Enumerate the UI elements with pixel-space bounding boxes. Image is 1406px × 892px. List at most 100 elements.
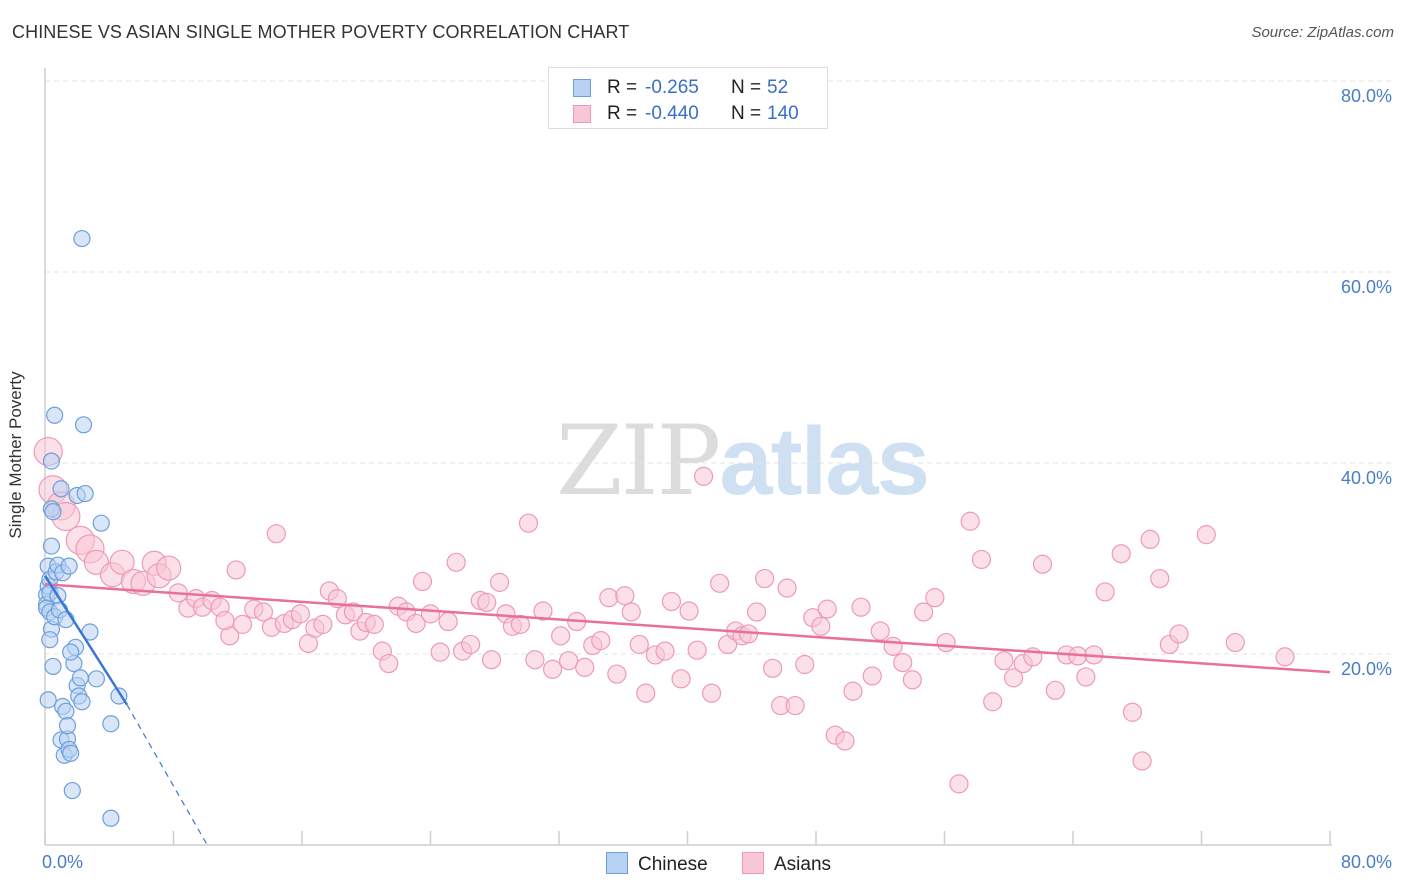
asians-point-76 (655, 641, 675, 661)
asians-point-122 (1076, 667, 1096, 687)
asians-point-113 (983, 692, 1003, 712)
asians-point-29 (290, 604, 310, 624)
asians-point-131 (1169, 624, 1189, 644)
chinese-point-16 (46, 406, 64, 424)
asians-point-90 (763, 658, 783, 678)
asians-point-44 (406, 613, 426, 634)
asians-point-45 (412, 571, 433, 592)
asians-point-53 (477, 592, 497, 613)
asians-point-105 (893, 652, 913, 673)
chinese-trend-line (43, 575, 128, 706)
trend-lines (43, 575, 1331, 846)
asians-point-101 (851, 597, 871, 617)
asians-point-71 (615, 586, 635, 606)
chinese-point-3 (39, 691, 57, 709)
asians-point-80 (687, 640, 707, 660)
gridlines (45, 80, 1393, 655)
asians-point-63 (551, 626, 571, 646)
asians-point-114 (994, 651, 1014, 671)
legend-item-asians[interactable]: Asians (742, 852, 831, 876)
chinese-n-label: N = (731, 77, 762, 98)
asians-point-73 (629, 634, 649, 655)
asians-point-134 (1275, 647, 1295, 667)
asians-point-88 (746, 602, 767, 622)
y-tick-label-20: 20.0% (1340, 659, 1392, 679)
asians-point-66 (575, 657, 595, 677)
y-axis-title: Single Mother Poverty (6, 371, 25, 539)
watermark-zip: ZIP (556, 405, 721, 517)
asians-point-119 (1045, 680, 1065, 700)
asians-point-36 (343, 602, 363, 622)
asians-point-135 (215, 610, 235, 631)
asians-point-8 (109, 549, 135, 575)
asians-point-13 (156, 555, 182, 581)
asians-point-78 (671, 669, 691, 689)
chinese-point-46 (92, 514, 110, 532)
asians-point-59 (518, 513, 539, 533)
asians-point-124 (1095, 582, 1115, 602)
legend-item-chinese[interactable]: Chinese (606, 852, 708, 876)
asians-point-81 (693, 466, 714, 486)
axes (44, 68, 1332, 846)
asians-swatch (573, 105, 591, 123)
asians-point-64 (559, 651, 579, 671)
asians-point-110 (949, 774, 969, 794)
y-tick-label-60: 60.0% (1340, 277, 1392, 297)
asians-point-60 (525, 650, 545, 670)
asians-point-24 (253, 602, 274, 622)
asians-point-94 (795, 654, 815, 675)
chinese-point-12 (42, 452, 61, 470)
chinese-n-value: 52 (767, 77, 789, 98)
asians-point-77 (661, 591, 682, 612)
chinese-point-43 (76, 484, 94, 503)
asians-point-129 (1150, 568, 1170, 589)
asians-point-69 (599, 588, 619, 608)
chinese-point-29 (58, 717, 77, 735)
chinese-swatch (573, 79, 591, 97)
stats-box: R = -0.265 N = 52 R = -0.440 N = 140 (548, 67, 828, 129)
asians-point-128 (1140, 529, 1160, 550)
chinese-point-31 (60, 557, 78, 575)
asians-point-83 (710, 573, 730, 593)
asians-point-26 (266, 524, 286, 544)
asians-point-89 (754, 568, 775, 589)
asians-n-label: N = (731, 103, 762, 124)
asians-point-112 (971, 549, 992, 570)
asians-point-68 (591, 631, 611, 651)
stats-row-chinese: R = -0.265 N = 52 (549, 76, 827, 102)
asians-point-61 (533, 601, 553, 621)
chinese-point-41 (73, 693, 91, 711)
asians-point-115 (1003, 668, 1024, 688)
watermark: ZIPatlas (556, 405, 930, 517)
chinese-r-value: -0.265 (645, 77, 699, 98)
chinese-point-13 (44, 657, 62, 676)
chinese-trend-extension (126, 704, 208, 846)
chinese-point-26 (57, 702, 75, 720)
asians-point-111 (960, 511, 980, 531)
chinese-point-10 (42, 537, 61, 555)
asians-point-47 (430, 642, 450, 662)
asians-point-41 (379, 653, 399, 674)
asians-point-21 (226, 560, 246, 580)
asians-point-22 (232, 614, 253, 634)
asians-n-value: 140 (767, 103, 799, 124)
asians-point-96 (811, 616, 831, 636)
source-label: Source: ZipAtlas.com (1251, 24, 1394, 41)
asians-point-126 (1122, 702, 1143, 722)
asians-point-103 (870, 621, 890, 641)
asians-point-106 (902, 670, 922, 690)
asians-point-70 (607, 664, 627, 684)
asians-point-39 (364, 614, 384, 634)
asians-point-99 (835, 731, 855, 751)
asians-points (33, 436, 1295, 794)
asians-point-132 (1196, 525, 1216, 545)
chinese-point-48 (102, 809, 120, 827)
asians-trend-line (44, 583, 1331, 674)
asians-point-102 (862, 666, 882, 686)
asians-point-62 (542, 659, 563, 679)
chinese-point-33 (63, 781, 81, 800)
asians-point-48 (438, 611, 458, 632)
asians-point-82 (701, 683, 722, 703)
legend-asians-label: Asians (774, 854, 832, 875)
